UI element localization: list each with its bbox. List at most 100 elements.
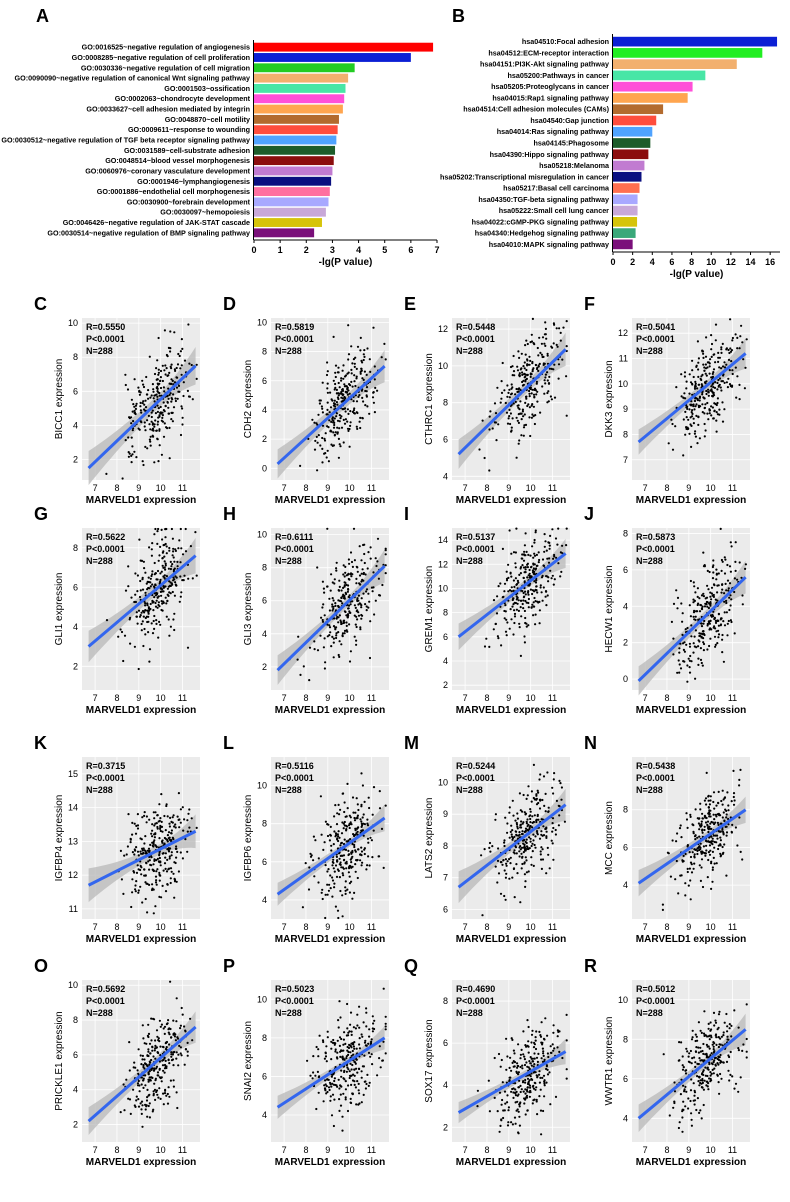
data-point	[332, 1124, 335, 1128]
data-point	[511, 1061, 514, 1064]
data-point	[483, 645, 487, 648]
data-point	[318, 1034, 321, 1037]
data-point	[538, 558, 541, 562]
data-point	[527, 1066, 530, 1069]
data-point	[134, 593, 137, 596]
data-point	[343, 422, 347, 425]
bar	[254, 197, 329, 207]
data-point	[672, 637, 675, 640]
data-point	[699, 603, 702, 607]
data-point	[158, 428, 161, 431]
data-point	[154, 1047, 157, 1050]
data-point	[330, 573, 333, 576]
panel-letter: K	[34, 733, 47, 753]
data-point	[353, 635, 356, 638]
data-point	[350, 380, 353, 383]
data-point	[345, 583, 348, 587]
data-point	[527, 823, 530, 826]
data-point	[335, 1056, 339, 1059]
data-point	[706, 584, 709, 587]
x-tick-label: 8	[114, 1145, 119, 1155]
data-point	[521, 371, 524, 374]
data-point	[520, 434, 523, 437]
data-point	[158, 429, 161, 432]
data-point	[158, 837, 161, 840]
data-point	[711, 850, 715, 854]
data-point	[698, 437, 702, 440]
data-point	[338, 857, 341, 860]
data-point	[529, 1056, 532, 1059]
regression-line	[457, 1050, 567, 1114]
data-point	[709, 604, 712, 607]
data-point	[534, 529, 537, 532]
bar-label: hsa04014:Ras signaling pathway	[497, 127, 609, 136]
bar	[254, 135, 337, 145]
data-point	[715, 630, 718, 633]
data-point	[326, 391, 329, 394]
data-point	[730, 800, 733, 803]
bar-label: GO:0016525~negative regulation of angiog…	[82, 43, 250, 52]
data-point	[557, 804, 560, 807]
data-point	[384, 1022, 387, 1025]
data-point	[516, 1062, 519, 1065]
data-point	[131, 429, 134, 432]
bar	[613, 160, 645, 171]
data-point	[697, 406, 701, 409]
data-point	[150, 394, 153, 397]
data-point	[703, 828, 706, 832]
data-point	[729, 347, 732, 350]
bar-label: GO:0002063~chondrocyte development	[115, 94, 251, 103]
data-point	[535, 380, 539, 383]
data-point	[534, 835, 537, 838]
x-tick-label: 9	[136, 693, 141, 703]
data-point	[161, 852, 164, 855]
data-point	[510, 383, 513, 386]
data-point	[162, 386, 165, 389]
data-point	[705, 803, 708, 806]
data-point	[521, 1064, 524, 1067]
data-point	[681, 1130, 684, 1133]
data-point	[710, 860, 713, 863]
data-point	[502, 1116, 505, 1120]
data-point	[155, 429, 158, 432]
data-point	[365, 868, 368, 871]
data-point	[524, 568, 527, 571]
data-point	[719, 855, 722, 858]
data-point	[694, 397, 698, 400]
data-point	[302, 665, 305, 668]
data-point	[186, 389, 189, 392]
data-point	[324, 1055, 328, 1058]
data-point	[371, 396, 375, 399]
data-point	[719, 843, 722, 846]
data-point	[716, 388, 719, 391]
data-point	[527, 847, 530, 851]
data-point	[716, 401, 719, 405]
data-point	[372, 571, 375, 574]
data-point	[326, 401, 329, 404]
data-point	[529, 808, 532, 811]
data-point	[348, 610, 351, 613]
data-point	[139, 1102, 142, 1105]
data-point	[556, 1046, 559, 1049]
data-point	[711, 1068, 714, 1071]
data-point	[488, 469, 491, 472]
data-point	[345, 1070, 348, 1073]
data-point	[551, 528, 554, 531]
data-point	[717, 624, 721, 627]
data-point	[151, 1067, 154, 1070]
data-point	[686, 626, 689, 630]
data-point	[706, 401, 709, 405]
y-tick-label: 6	[73, 1050, 78, 1060]
data-point	[336, 812, 339, 815]
data-point	[168, 634, 171, 637]
data-point	[359, 853, 362, 856]
data-point	[547, 806, 550, 809]
data-point	[127, 565, 130, 568]
data-point	[347, 324, 350, 327]
data-point	[156, 420, 160, 423]
data-point	[684, 894, 687, 897]
data-point	[550, 398, 554, 401]
data-point	[353, 845, 356, 849]
data-point	[689, 654, 692, 658]
data-point	[667, 442, 670, 445]
